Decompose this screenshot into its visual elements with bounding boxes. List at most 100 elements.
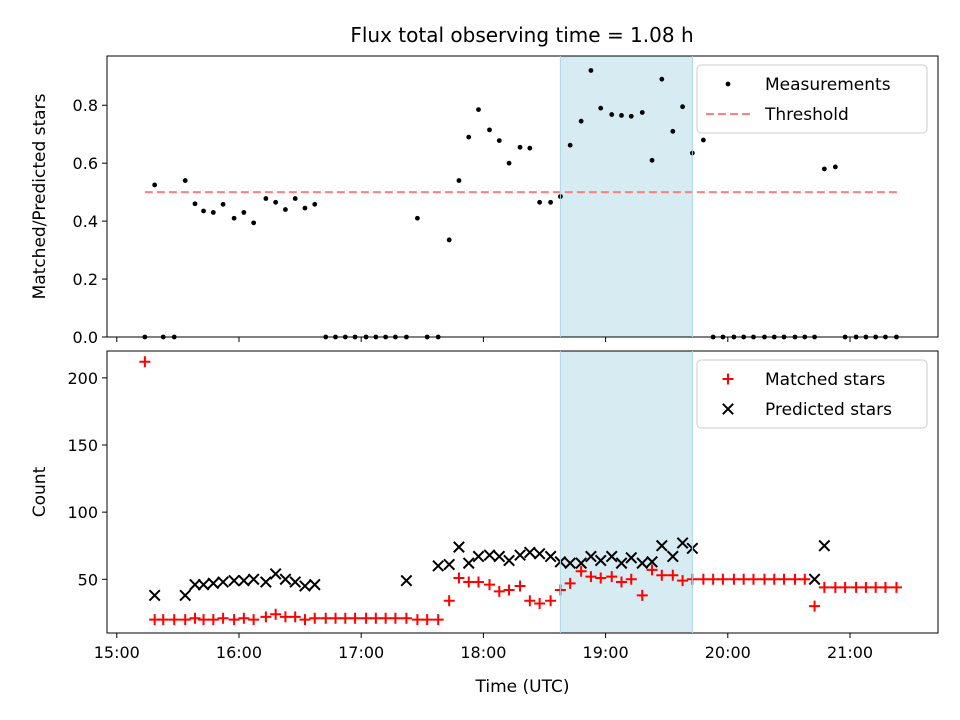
measurement-point xyxy=(263,196,269,201)
measurement-point xyxy=(527,145,533,151)
measurement-point xyxy=(251,220,257,226)
matched-star-point xyxy=(595,572,607,584)
legend-marker-predicted xyxy=(722,403,734,415)
predicted-star-point xyxy=(247,573,260,586)
matched-star-point xyxy=(270,608,282,620)
matched-star-point xyxy=(534,597,546,609)
y-tick-label: 0.0 xyxy=(73,328,98,347)
predicted-star-point xyxy=(259,576,272,588)
matched-star-point xyxy=(421,614,433,626)
measurement-point xyxy=(446,237,452,243)
predicted-star-point xyxy=(189,578,201,591)
measurement-point xyxy=(241,210,247,215)
matched-star-point xyxy=(179,614,191,626)
measurement-point xyxy=(415,215,420,221)
measurement-point xyxy=(456,178,462,183)
matched-star-point xyxy=(238,612,250,624)
predicted-star-point xyxy=(666,550,679,563)
matched-star-point xyxy=(717,573,729,585)
predicted-star-point xyxy=(605,550,618,563)
matched-star-point xyxy=(443,595,455,607)
y-tick-label: 150 xyxy=(67,436,98,455)
ratio-panel: 0.00.20.40.60.8 Matched/Predicted stars … xyxy=(30,55,939,347)
measurement-point xyxy=(312,201,318,207)
matched-star-point xyxy=(289,611,301,623)
predicted-star-point xyxy=(228,574,241,587)
measurement-point xyxy=(292,196,298,201)
y-tick-label: 0.6 xyxy=(73,154,98,173)
matched-star-point xyxy=(738,573,750,585)
matched-star-point xyxy=(879,581,891,593)
ratio-x-ticks xyxy=(116,337,851,342)
matched-star-point xyxy=(389,612,401,624)
matched-star-point xyxy=(349,612,361,624)
predicted-star-point xyxy=(493,550,506,563)
y-tick-label: 0.4 xyxy=(73,212,98,231)
measurement-point xyxy=(700,137,706,143)
measurement-point xyxy=(680,104,685,110)
matched-star-point xyxy=(860,581,872,593)
matched-star-point xyxy=(299,614,311,626)
measurement-point xyxy=(578,118,584,124)
measurement-point xyxy=(220,201,226,207)
measurement-point xyxy=(649,157,655,163)
matched-star-point xyxy=(747,573,759,585)
predicted-star-point xyxy=(308,578,321,591)
count-legend: Matched stars Predicted stars xyxy=(696,359,928,429)
matched-star-point xyxy=(768,573,780,585)
count-panel: 50 100 150 200 15:00 16:00 17:00 18:00 19:00 20:… xyxy=(30,350,939,697)
legend-marker-measurements xyxy=(725,81,731,87)
count-axes-frame xyxy=(106,350,939,634)
matched-star-point xyxy=(625,573,637,585)
legend-box xyxy=(696,359,928,429)
predicted-star-point xyxy=(676,537,689,549)
matched-star-point xyxy=(168,614,180,626)
count-y-label: Count xyxy=(30,466,50,517)
legend-marker-matched xyxy=(722,373,734,385)
predicted-star-point xyxy=(279,573,292,586)
matched-star-point xyxy=(514,580,526,592)
predicted-star-point xyxy=(197,578,210,591)
measurement-point xyxy=(487,127,492,133)
y-tick-label: 100 xyxy=(67,503,98,522)
count-x-ticks: 15:00 16:00 17:00 18:00 19:00 20:00 21:00 xyxy=(94,633,873,662)
predicted-star-point xyxy=(432,559,445,572)
matched-star-point xyxy=(198,614,210,626)
matched-star-point xyxy=(279,611,291,623)
measurement-point xyxy=(152,182,158,188)
measurement-point xyxy=(283,207,288,212)
predicted-star-point xyxy=(575,557,588,570)
y-tick-label: 0.2 xyxy=(73,270,98,289)
matched-star-point xyxy=(656,569,668,581)
legend-box xyxy=(696,64,928,134)
predicted-star-point xyxy=(148,589,161,602)
matched-star-point xyxy=(758,573,770,585)
matched-star-point xyxy=(157,614,169,626)
predicted-star-point xyxy=(564,557,577,570)
x-tick-label: 20:00 xyxy=(705,643,751,662)
matched-star-point xyxy=(248,614,260,626)
matched-star-point xyxy=(850,581,862,593)
y-tick-label: 200 xyxy=(67,369,98,388)
matched-star-point xyxy=(370,612,382,624)
predicted-star-point xyxy=(207,577,220,590)
measurement-point xyxy=(273,199,279,205)
matched-star-point xyxy=(339,612,351,624)
measurement-point xyxy=(639,110,645,115)
predicted-star-point xyxy=(462,557,475,570)
matched-star-point xyxy=(839,581,851,593)
matched-star-point xyxy=(809,600,821,612)
predicted-star-point xyxy=(299,580,311,592)
matched-star-point xyxy=(493,585,505,597)
legend-label: Predicted stars xyxy=(765,400,892,420)
predicted-star-point xyxy=(533,547,546,560)
measurement-point xyxy=(496,138,502,143)
predicted-star-point xyxy=(472,550,485,563)
y-tick-label: 0.8 xyxy=(73,96,98,115)
predicted-star-point xyxy=(655,539,668,552)
matched-star-point xyxy=(260,611,272,623)
matched-star-point xyxy=(360,612,372,624)
matched-star-point xyxy=(217,612,229,624)
matched-star-point xyxy=(463,576,475,588)
predicted-star-point xyxy=(453,541,465,553)
